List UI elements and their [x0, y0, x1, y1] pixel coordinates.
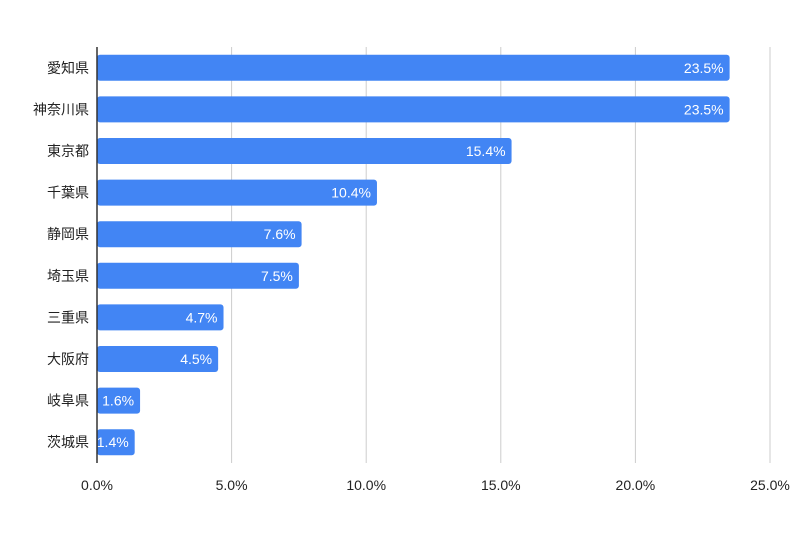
- data-label: 15.4%: [466, 143, 506, 159]
- category-label: 三重県: [47, 310, 89, 326]
- bar: [97, 429, 135, 456]
- data-label: 4.7%: [186, 309, 218, 325]
- x-tick-label: 10.0%: [346, 477, 386, 493]
- bar: [97, 96, 730, 123]
- data-label: 1.6%: [102, 393, 134, 409]
- data-label: 1.4%: [97, 434, 129, 450]
- x-tick-label: 5.0%: [216, 477, 248, 493]
- bar: [97, 346, 219, 372]
- bar: [97, 54, 730, 81]
- bar: [97, 138, 512, 164]
- data-label: 10.4%: [331, 185, 371, 201]
- x-tick-label: 0.0%: [81, 477, 113, 493]
- category-label: 静岡県: [47, 227, 89, 243]
- category-label: 大阪府: [47, 352, 89, 368]
- bar: [97, 262, 299, 289]
- data-label: 7.6%: [264, 226, 296, 242]
- category-label: 神奈川県: [33, 102, 89, 118]
- data-label: 23.5%: [684, 101, 724, 117]
- category-label: 東京都: [47, 144, 89, 160]
- x-tick-labels: 0.0% 5.0% 10.0% 15.0% 20.0% 25.0%: [81, 477, 790, 493]
- category-label: 埼玉県: [47, 269, 89, 285]
- x-tick-label: 25.0%: [750, 477, 790, 493]
- bars: 23.5% 23.5% 15.4% 10.4% 7.6% 7.5% 4.7% 4.5% 1.6%…: [97, 54, 730, 456]
- x-tick-label: 15.0%: [481, 477, 521, 493]
- data-label: 4.5%: [180, 351, 212, 367]
- bar: [97, 387, 141, 414]
- category-label: 岐阜県: [47, 393, 89, 410]
- bar: [97, 304, 224, 331]
- bar: [97, 179, 377, 206]
- category-label: 愛知県: [47, 60, 89, 77]
- category-label: 千葉県: [47, 186, 89, 202]
- bar: [97, 221, 302, 248]
- data-label: 7.5%: [261, 268, 293, 284]
- data-label: 23.5%: [684, 60, 724, 76]
- x-tick-label: 20.0%: [616, 477, 656, 493]
- category-label: 茨城県: [47, 435, 89, 451]
